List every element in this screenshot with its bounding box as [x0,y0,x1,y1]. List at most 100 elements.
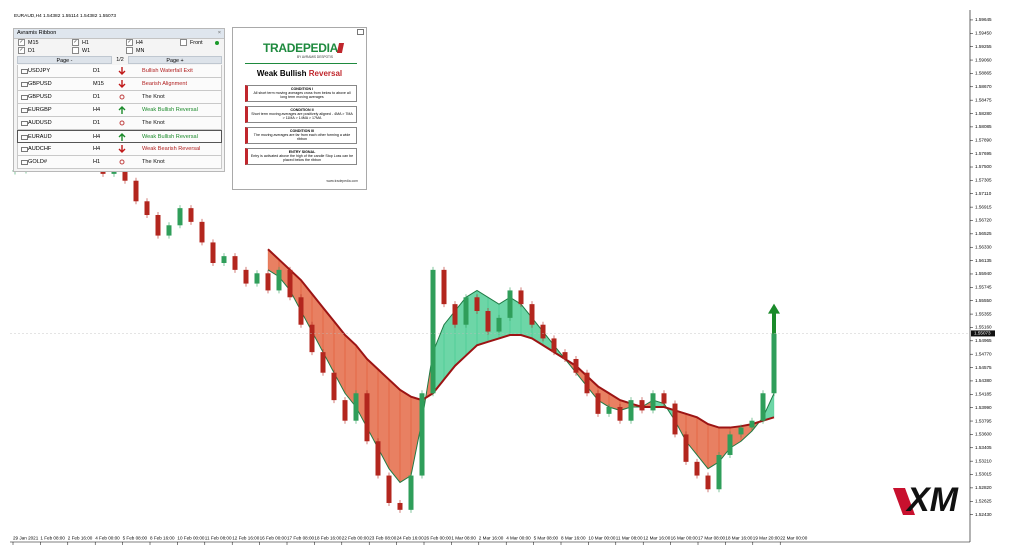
candle [452,304,458,325]
checkbox[interactable]: ✓ M15 [18,39,39,46]
y-tick-label: 1.54380 [975,378,992,383]
signal: Bullish Waterfall Exit [142,68,193,74]
x-tick-label: 1 Mar 08:00 [451,536,476,541]
candle [749,420,755,428]
checkbox[interactable]: MN [126,47,144,55]
candle [540,324,546,339]
row-icon [21,108,28,113]
candle [265,273,271,291]
checkbox[interactable]: ✓ D1 [18,47,35,54]
y-tick-label: 1.57305 [975,178,992,183]
y-tick-label: 1.53600 [975,432,992,437]
candle [562,352,568,359]
ribbon-band [696,417,709,470]
timeframe: D1 [93,120,101,126]
y-tick-label: 1.54575 [975,365,992,370]
candle [650,393,656,411]
checkbox[interactable]: ✓ H1 [72,39,89,46]
x-tick-label: 2 Mar 16:00 [479,536,504,541]
info-card: TRADEPEDIA BY AVRAMIS DESPOTIS Weak Bull… [232,27,367,190]
timeframe: H4 [93,107,101,113]
signal-row[interactable]: EURGBP H4 Weak Bullish Reversal [17,104,222,117]
candle [386,475,392,503]
y-tick-label: 1.52430 [975,512,992,517]
checkbox[interactable]: ✓ H4 [126,39,143,46]
x-tick-label: 23 Feb 08:00 [369,536,397,541]
candle [331,372,337,401]
signal-row[interactable]: AUDCHF H4 Weak Bearish Reversal [17,143,222,156]
candle [210,242,216,264]
symbol: AUDCHF [28,146,52,152]
x-tick-label: 24 Feb 16:00 [397,536,425,541]
y-tick-label: 1.59255 [975,44,992,49]
candle [199,221,205,243]
panel-title-text: Avramis Ribbon [17,30,57,36]
candle [518,290,524,305]
candle [661,393,667,404]
candle [584,372,590,394]
checkbox[interactable]: Front [180,39,203,47]
y-tick-label: 1.58280 [975,111,992,116]
candle [705,475,711,490]
page-next[interactable]: Page + [128,56,222,64]
y-tick-label: 1.55550 [975,298,992,303]
checkbox[interactable]: W1 [72,47,90,55]
y-tick-label: 1.54965 [975,338,992,343]
candle [144,201,150,216]
timeframe: H1 [93,159,101,165]
candle [771,333,777,394]
page-prev[interactable]: Page - [17,56,112,64]
candle [529,304,535,325]
y-tick-label: 1.53015 [975,472,992,477]
x-tick-label: 16 Mar 00:00 [671,536,699,541]
candle [298,297,304,325]
y-tick-label: 1.58475 [975,97,992,102]
candle [430,269,436,394]
signal-row[interactable]: GBPUSD D1 The Knot [17,91,222,104]
symbol-header: EURAUD,H4 1.54382 1.55114 1.54382 1.5507… [14,14,117,19]
signal-row[interactable]: AUDUSD D1 The Knot [17,117,222,130]
card-icon[interactable] [357,29,364,35]
x-tick-label: 16 Feb 00:00 [260,536,288,541]
signal-rows: USDJPY D1 Bullish Waterfall Exit GBPUSD M15 B… [17,65,222,169]
x-tick-label: 8 Feb 16:00 [150,536,175,541]
x-tick-label: 10 Mar 00:00 [588,536,616,541]
candle [133,180,139,202]
candle [166,225,172,236]
signal-row[interactable]: EURAUD H4 Weak Bullish Reversal [17,130,222,143]
candle [419,393,425,476]
x-tick-label: 4 Mar 00:00 [506,536,531,541]
candle [397,502,403,510]
candle [320,352,326,373]
symbol: GBPUSD [28,81,52,87]
timeframe: H4 [93,134,101,140]
symbol: AUDUSD [28,120,52,126]
y-tick-label: 1.52625 [975,498,992,503]
candle [716,454,722,490]
page-nav: Page - 1/2 Page + [17,56,222,64]
slow-ma [267,248,775,429]
signal: The Knot [142,159,165,165]
signal: The Knot [142,94,165,100]
row-icon [21,147,28,152]
candle [364,393,370,442]
current-price-label: 1.55073 [974,331,991,336]
row-icon [21,69,28,74]
signal-row[interactable]: GBPUSD M15 Bearish Alignment [17,78,222,91]
candle [727,434,733,455]
candle [628,400,634,421]
symbol: EURAUD [28,134,52,140]
signal-row[interactable]: USDJPY D1 Bullish Waterfall Exit [17,65,222,78]
y-tick-label: 1.57500 [975,164,992,169]
x-tick-label: 11 Mar 08:00 [616,536,643,541]
row-icon [21,160,28,165]
signal-row[interactable]: GOLD# H1 The Knot [17,156,222,169]
candle [441,269,447,305]
close-button[interactable]: × [217,30,221,36]
y-tick-label: 1.53795 [975,418,992,423]
row-icon [21,121,28,126]
candle [188,208,194,222]
candle [221,256,227,264]
x-tick-label: 10 Feb 00:00 [177,536,205,541]
x-tick-label: 2 Feb 16:00 [68,536,93,541]
